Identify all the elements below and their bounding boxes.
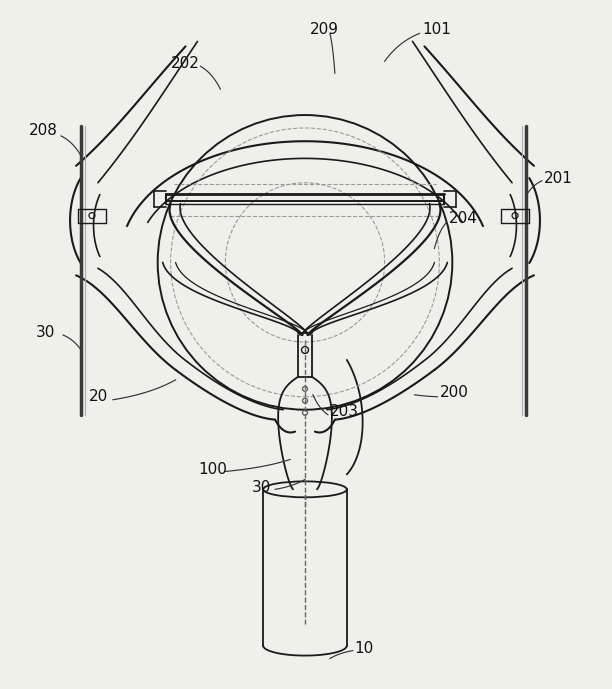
Text: 30: 30 <box>252 480 272 495</box>
Text: 200: 200 <box>439 385 468 400</box>
Text: 202: 202 <box>171 56 200 71</box>
Text: 10: 10 <box>355 641 374 656</box>
Text: 204: 204 <box>449 211 478 226</box>
Text: 20: 20 <box>89 389 108 404</box>
Text: 209: 209 <box>310 22 339 37</box>
Text: 100: 100 <box>198 462 228 477</box>
Text: 203: 203 <box>330 404 359 419</box>
Text: 101: 101 <box>422 22 451 37</box>
Text: 30: 30 <box>36 325 56 340</box>
Text: 208: 208 <box>29 123 58 138</box>
Text: 201: 201 <box>544 172 573 186</box>
